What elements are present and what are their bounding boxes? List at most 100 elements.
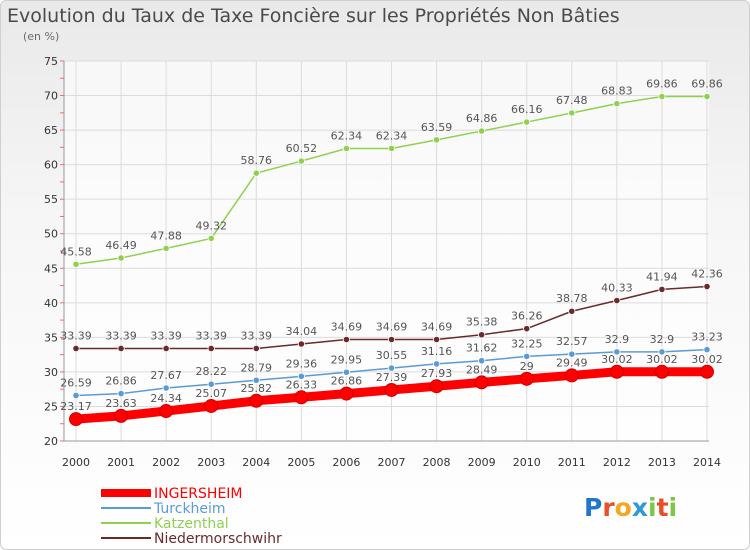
data-label: 67.48	[556, 94, 588, 107]
logo-letter: t	[657, 493, 669, 522]
data-point	[117, 390, 125, 398]
data-point	[654, 364, 669, 379]
data-label: 29	[520, 360, 534, 373]
data-point	[658, 285, 666, 294]
data-label: 25.07	[195, 387, 227, 400]
data-point	[703, 92, 711, 101]
data-label: 26.33	[286, 378, 318, 391]
data-label: 34.04	[286, 325, 318, 338]
data-point	[387, 144, 396, 153]
data-label: 30.55	[376, 349, 408, 362]
legend-label: Turckheim	[153, 501, 226, 517]
data-label: 46.49	[105, 239, 137, 252]
data-point	[478, 357, 486, 365]
data-point	[207, 234, 215, 243]
data-point	[249, 393, 264, 408]
data-point	[658, 92, 666, 101]
data-point	[69, 412, 83, 427]
y-tick-label: 65	[44, 124, 58, 137]
data-point	[613, 296, 621, 305]
data-label: 32.9	[650, 333, 675, 346]
legend-label: Niedermorschwihr	[154, 531, 282, 547]
data-point	[72, 391, 80, 400]
data-point	[117, 254, 125, 262]
data-label: 26.86	[331, 375, 363, 388]
x-tick-label: 2004	[242, 456, 270, 469]
data-label: 23.63	[105, 397, 137, 410]
data-label: 29.36	[286, 357, 318, 370]
data-label: 33.39	[195, 329, 227, 342]
data-label: 68.83	[601, 85, 633, 98]
data-label: 64.86	[466, 112, 498, 125]
data-label: 41.94	[646, 270, 678, 283]
data-label: 60.52	[286, 142, 318, 155]
data-point	[568, 350, 576, 358]
data-label: 26.59	[60, 376, 92, 389]
data-point	[432, 335, 441, 344]
data-label: 28.49	[466, 363, 498, 376]
data-label: 45.58	[60, 245, 92, 258]
y-tick-label: 75	[44, 55, 58, 68]
data-point	[207, 380, 215, 388]
data-point	[568, 307, 576, 315]
data-label: 33.39	[105, 329, 137, 342]
data-label: 36.26	[511, 310, 543, 323]
logo-letter: o	[615, 493, 632, 522]
logo-letter: i	[648, 493, 657, 522]
data-point	[613, 348, 621, 356]
data-point	[703, 282, 711, 291]
data-label: 27.67	[150, 369, 182, 382]
data-point	[114, 408, 129, 423]
data-label: 62.34	[331, 129, 363, 142]
data-label: 29.49	[556, 356, 588, 369]
data-label: 31.16	[421, 345, 453, 358]
data-point	[162, 344, 170, 353]
legend-label: INGERSHEIM	[154, 486, 243, 502]
data-label: 34.69	[331, 321, 363, 334]
data-label: 27.93	[421, 367, 453, 380]
data-label: 32.25	[511, 337, 543, 350]
data-point	[474, 375, 489, 390]
data-label: 69.86	[646, 78, 678, 91]
data-label: 31.62	[466, 342, 498, 355]
data-label: 49.32	[195, 219, 227, 232]
x-tick-label: 2011	[558, 456, 586, 469]
y-tick-label: 50	[44, 228, 58, 241]
data-label: 33.39	[241, 329, 273, 342]
data-point	[207, 344, 215, 353]
data-label: 38.78	[556, 292, 588, 305]
data-point	[204, 398, 219, 413]
data-label: 29.95	[331, 353, 363, 366]
data-point	[703, 345, 711, 354]
x-tick-label: 2012	[603, 456, 631, 469]
data-point	[252, 344, 260, 353]
data-point	[478, 127, 486, 135]
data-point	[432, 136, 441, 144]
data-label: 42.36	[691, 268, 723, 281]
logo-letter: x	[632, 493, 648, 522]
data-label: 62.34	[376, 129, 408, 142]
data-label: 33.39	[150, 329, 182, 342]
chart-title: Evolution du Taux de Taxe Foncière sur l…	[7, 5, 620, 27]
data-point	[72, 260, 80, 268]
data-label: 23.17	[60, 400, 92, 413]
plot-area	[64, 61, 709, 441]
y-tick-label: 20	[44, 435, 58, 448]
y-tick-label: 35	[44, 331, 58, 344]
x-tick-label: 2009	[468, 456, 496, 469]
data-point	[297, 157, 305, 165]
data-label: 30.02	[601, 353, 633, 366]
x-tick-label: 2010	[513, 456, 541, 469]
data-point	[523, 118, 531, 126]
x-tick-label: 2000	[62, 456, 90, 469]
y-tick-label: 55	[44, 193, 58, 206]
data-point	[342, 144, 351, 153]
data-label: 24.34	[150, 392, 182, 405]
data-point	[700, 364, 714, 379]
data-label: 28.22	[195, 365, 227, 378]
data-point	[384, 382, 399, 397]
data-point	[432, 360, 441, 368]
y-tick-label: 60	[44, 159, 58, 172]
data-point	[609, 364, 624, 379]
